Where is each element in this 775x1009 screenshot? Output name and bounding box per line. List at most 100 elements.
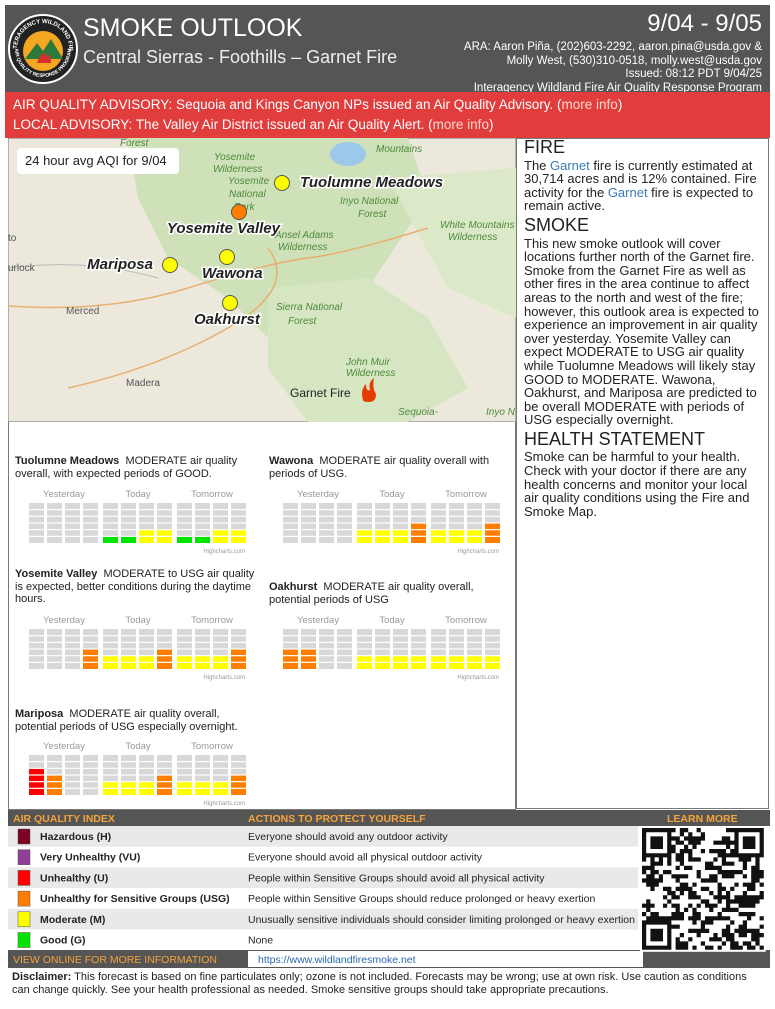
row-bg (8, 929, 638, 951)
period-label: Today (125, 489, 151, 500)
aqi-swatch (17, 870, 31, 886)
road (8, 227, 429, 309)
map-base-label: Forest (358, 209, 388, 220)
lake (330, 142, 366, 166)
url-link[interactable]: https://www.wildlandfiresmoke.net (258, 954, 416, 966)
map: ForestYosemiteWildernessYosemiteNational… (8, 138, 516, 422)
advisory-close: ) (488, 117, 494, 132)
period-label: Today (125, 615, 151, 626)
period-label: Today (125, 741, 151, 752)
aqi-marker (274, 175, 290, 191)
aqi-swatch (17, 911, 31, 928)
map-base-label: Wilderness (278, 242, 327, 253)
period-label: Yesterday (297, 615, 339, 626)
map-base-label: Yosemite (228, 176, 270, 187)
site-description: Mariposa MODERATE air quality overall, p… (15, 708, 255, 733)
site-charts: Tuolumne Meadows MODERATE air quality ov… (8, 422, 516, 810)
title: SMOKE OUTLOOK (83, 14, 303, 42)
aqi-category: Unhealthy (U) (40, 872, 108, 884)
contact-line: Molly West, (530)310-0518, molly.west@us… (506, 54, 762, 67)
site-description: Tuolumne Meadows MODERATE air quality ov… (15, 455, 255, 480)
aqi-category: Good (G) (40, 935, 86, 947)
map-base-label: Wilderness (346, 368, 395, 379)
aqi-bar (231, 775, 246, 795)
map-base-label: John Muir (345, 357, 391, 368)
road (8, 264, 159, 279)
site-chart: Yesterday Today Tomorrow Highcharts.com (283, 615, 500, 681)
table-header: ACTIONS TO PROTECT YOURSELF (248, 813, 426, 825)
aqi-bar (301, 649, 316, 669)
chart-credit: Highcharts.com (203, 801, 245, 807)
disclaimer-text: This forecast is based on fine particula… (12, 971, 747, 996)
map-base-label: urlock (8, 263, 36, 274)
aqi-bar (157, 775, 172, 795)
map-base-label: Mountains (376, 144, 422, 155)
aqi-category: Very Unhealthy (VU) (40, 852, 140, 864)
fire-name: Garnet (550, 157, 590, 173)
contacts: ARA: Aaron Piña, (202)603-2292, aaron.pi… (464, 41, 762, 95)
table-header-bg (8, 810, 770, 826)
period-label: Yesterday (297, 489, 339, 500)
map-base-label: Madera (126, 378, 160, 389)
location-label: Yosemite Valley (167, 220, 281, 237)
forest-area (268, 278, 468, 422)
aqi-swatch (17, 849, 31, 865)
aqi-bar (485, 523, 500, 543)
map-markers: Tuolumne Meadows Yosemite Valley Mariposa W… (86, 173, 445, 330)
map-base-label: White Mountains (440, 220, 514, 231)
period-label: Yesterday (43, 741, 85, 752)
qr-code[interactable] (640, 826, 766, 952)
disclaimer: Disclaimer: This forecast is based on fi… (12, 971, 762, 996)
period-label: Tomorrow (191, 489, 233, 500)
logo: INTERAGENCY WILDLAND FIRE AIR QUALITY RE… (7, 13, 78, 84)
site-description: Yosemite Valley MODERATE to USG air qual… (15, 568, 255, 606)
row-bg (8, 826, 638, 847)
site-text: MODERATE air quality overall with period… (269, 455, 490, 480)
smoke-text: This new smoke outlook will cover locati… (524, 235, 759, 428)
map-caption: 24 hour avg AQI for 9/04 (25, 153, 167, 168)
site-chart: Yesterday Today Tomorrow Highcharts.com (29, 489, 246, 555)
aqi-action: Everyone should avoid any outdoor activi… (248, 831, 448, 843)
period-label: Yesterday (43, 615, 85, 626)
aqi-bar (157, 649, 172, 669)
fire-icon (362, 378, 376, 402)
aqi-action: People within Sensitive Groups should re… (248, 893, 595, 905)
period-label: Today (379, 489, 405, 500)
aqi-bar (283, 649, 298, 669)
row-bg (8, 888, 638, 909)
site-chart: Yesterday Today Tomorrow Highcharts.com (29, 615, 246, 681)
map-base-label: to (8, 233, 17, 244)
header: INTERAGENCY WILDLAND FIRE AIR QUALITY RE… (5, 5, 770, 95)
text: fire is expected to remain active. (524, 184, 754, 214)
aqi-bar (411, 523, 426, 543)
contact-line: ARA: Aaron Piña, (202)603-2292, aaron.pi… (463, 41, 762, 53)
aqi-category: Unhealthy for Sensitive Groups (USG) (40, 893, 230, 905)
map-base-label: Yosemite (214, 152, 256, 163)
aqi-action: Everyone should avoid all physical outdo… (248, 852, 483, 864)
site-name: Tuolumne Meadows (15, 455, 120, 467)
more-info-link[interactable]: more info (432, 117, 489, 132)
chart-credit: Highcharts.com (203, 675, 245, 681)
more-info-link[interactable]: more info (561, 97, 618, 112)
site-text: MODERATE air quality overall, potential … (15, 708, 238, 733)
fire-name: Garnet (607, 184, 648, 200)
aqi-category: Hazardous (H) (40, 831, 111, 843)
aqi-marker (219, 249, 235, 265)
site-text: MODERATE to USG air quality is expected,… (15, 568, 255, 605)
chart-credit: Highcharts.com (457, 675, 499, 681)
map-base-label: Sierra National (276, 302, 343, 313)
aqi-bar (103, 536, 118, 543)
dates: 9/04 - 9/05 (647, 10, 762, 37)
aqi-marker (222, 295, 238, 311)
sidebar: FIRE The Garnet fire is currently estima… (516, 138, 769, 809)
period-label: Yesterday (43, 489, 85, 500)
issued: Issued: 08:12 PDT 9/04/25 (625, 68, 762, 80)
period-label: Tomorrow (191, 615, 233, 626)
location-label: Wawona (202, 265, 263, 282)
site-name: Mariposa (15, 708, 64, 720)
fire-label: Garnet Fire (290, 386, 351, 400)
aqi-bar (47, 775, 62, 795)
aqi-action: People within Sensitive Groups should av… (248, 872, 545, 884)
period-label: Tomorrow (445, 615, 487, 626)
disclaimer-label: Disclaimer: (12, 971, 72, 983)
